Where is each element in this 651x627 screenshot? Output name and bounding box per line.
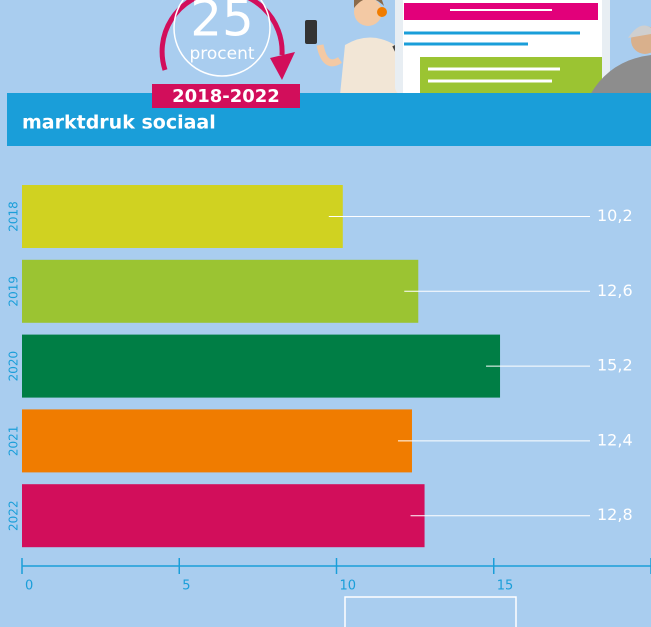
value-label: 10,2 — [597, 206, 633, 225]
illustration-tablet — [395, 0, 610, 95]
badge-ring — [159, 0, 285, 71]
period-badge — [152, 84, 300, 108]
illustration-elderly — [590, 25, 651, 95]
badge: 25 procent 2018-2022 — [152, 0, 300, 108]
y-tick-label: 2018 — [7, 201, 21, 232]
x-tick-label: 15 — [497, 579, 514, 594]
x-tick-label: 5 — [182, 579, 190, 594]
y-tick-label: 2021 — [7, 426, 21, 457]
title-banner-top — [7, 93, 152, 108]
illustration-person — [305, 0, 423, 97]
badge-inner-ring — [173, 0, 271, 77]
x-tick-label: 0 — [25, 579, 33, 594]
period-label: 2018-2022 — [172, 86, 280, 107]
decoration-box — [344, 596, 517, 627]
y-tick-label: 2019 — [7, 276, 21, 307]
y-tick-label: 2022 — [7, 500, 21, 531]
badge-arrow — [270, 52, 295, 80]
value-label: 12,6 — [597, 281, 633, 300]
chart-title: marktdruk sociaal — [22, 112, 216, 134]
title-banner-top — [300, 93, 651, 108]
bar — [22, 409, 412, 473]
x-tick-label: 10 — [340, 579, 357, 594]
value-label: 12,4 — [597, 430, 633, 449]
value-label: 15,2 — [597, 356, 633, 375]
title-banner — [7, 108, 651, 146]
badge-unit: procent — [189, 44, 254, 64]
value-label: 12,8 — [597, 505, 633, 524]
bar — [22, 185, 343, 248]
bar — [22, 334, 501, 398]
badge-number: 25 — [190, 0, 254, 48]
y-tick-label: 2020 — [7, 351, 21, 382]
bar — [22, 259, 419, 323]
bar — [22, 484, 425, 548]
